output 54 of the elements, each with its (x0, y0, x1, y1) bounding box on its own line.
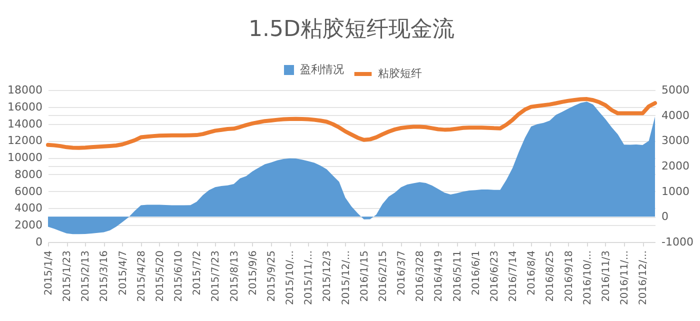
y-tick-label: 6000 (14, 184, 42, 198)
y2-tick-label: 0 (662, 210, 668, 224)
y-tick-label: 12000 (8, 134, 42, 148)
x-tick-label: 2015/1/23 (62, 250, 74, 302)
y2-tick-label: 2000 (662, 160, 690, 172)
x-tick-label: 2015/5/20 (154, 250, 166, 302)
x-tick-label: 2016/11/... (620, 250, 631, 305)
x-tick-label: 2016/12/... (638, 250, 650, 305)
x-tick-label: 2015/6/10 (174, 250, 185, 302)
x-tick-label: 2015/11/... (304, 250, 315, 305)
x-tick-label: 2016/9/18 (564, 250, 575, 302)
y-tick-label: 14000 (8, 117, 42, 130)
x-tick-label: 2015/9/25 (266, 250, 278, 302)
y-tick-label: 10000 (8, 151, 42, 164)
y2-tick-label: 1000 (662, 184, 690, 198)
x-tick-label: 2016/8/25 (545, 250, 556, 302)
x-tick-label: 2015/7/2 (192, 250, 204, 296)
y-tick-label: 0 (36, 236, 42, 248)
x-tick-label: 2015/1/4 (44, 250, 54, 296)
x-tick-label: 2016/8/4 (526, 250, 538, 296)
chart-title: 1.5D粘胶短纤现金流 (248, 17, 454, 42)
x-tick-label: 2015/8/13 (229, 250, 240, 302)
x-tick-label: 2015/2/13 (80, 250, 92, 302)
legend-label: 盈利情况 (300, 63, 344, 76)
x-tick-label: 2016/5/11 (452, 250, 464, 302)
x-tick-label: 2015/4/28 (136, 250, 148, 302)
x-tick-label: 2016/10/... (582, 250, 594, 305)
x-tick-label: 2016/7/14 (508, 250, 520, 302)
x-tick-label: 2016/2/15 (378, 250, 389, 302)
y-tick-label: 18000 (8, 84, 42, 96)
y-tick-label: 16000 (8, 100, 42, 114)
x-tick-label: 2015/3/16 (99, 250, 110, 302)
x-tick-label: 2016/4/19 (434, 250, 445, 302)
x-tick-label: 2015/9/6 (248, 250, 259, 296)
x-tick-label: 2015/10/... (285, 250, 296, 305)
x-tick-label: 2015/7/23 (210, 250, 222, 302)
x-tick-label: 2015/12/3 (322, 250, 334, 302)
x-tick-label: 2015/12/... (340, 250, 352, 305)
y2-tick-label: 4000 (662, 108, 690, 122)
x-tick-label: 2016/11/3 (600, 250, 612, 302)
y2-tick-label: -1000 (662, 236, 694, 248)
x-tick-label: 2016/3/28 (415, 250, 426, 302)
x-tick-label: 2016/6/1 (470, 250, 482, 296)
y-tick-label: 2000 (14, 218, 42, 232)
y2-tick-label: 5000 (662, 84, 690, 96)
line-series (46, 97, 657, 150)
x-tick-label: 2015/4/7 (118, 250, 129, 296)
y2-tick-label: 3000 (662, 134, 690, 148)
x-tick-label: 2016/3/7 (396, 250, 408, 296)
x-tick-label: 2016/1/15 (359, 250, 370, 302)
x-tick-label: 2016/6/23 (489, 250, 500, 302)
y-tick-label: 4000 (14, 202, 42, 215)
y-tick-label: 8000 (14, 168, 42, 181)
legend-label: 粘胶短纤 (378, 67, 422, 80)
